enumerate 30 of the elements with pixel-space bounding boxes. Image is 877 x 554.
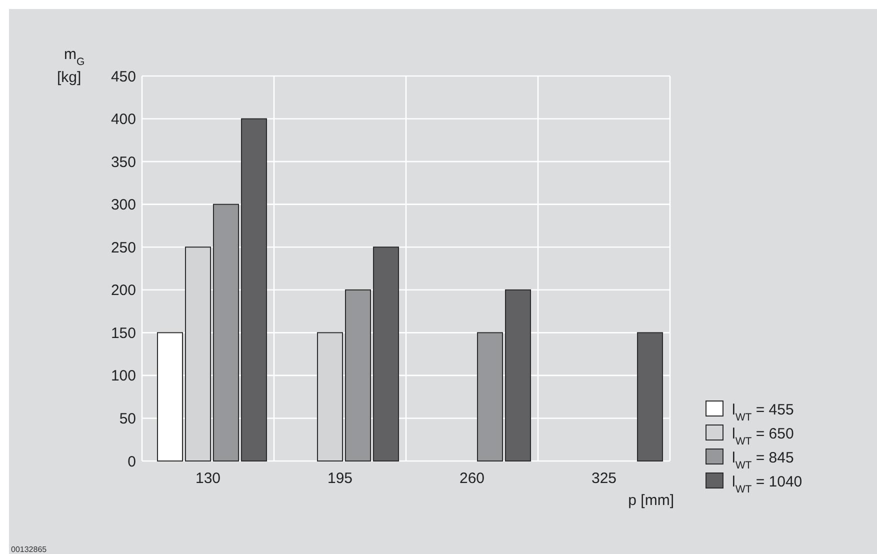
y-tick-label: 50 xyxy=(119,410,136,428)
bar xyxy=(373,246,399,462)
bar xyxy=(637,332,663,462)
x-tick-label: 130 xyxy=(195,470,221,487)
text: 00132865 xyxy=(11,545,48,554)
y-tick-label: 150 xyxy=(110,324,136,342)
x-axis-title: p [mm] xyxy=(628,492,674,509)
y-tick-label: 250 xyxy=(110,239,136,256)
x-tick-label: 325 xyxy=(591,470,617,487)
y-tick-label: 300 xyxy=(110,196,136,214)
y-tick-label: 100 xyxy=(110,368,136,385)
y-tick-label: 450 xyxy=(110,68,136,86)
y-axis-title: m$_{G}$ [kg] xyxy=(57,46,85,86)
bar xyxy=(317,332,343,462)
x-tick-label: 260 xyxy=(459,470,485,487)
y-tick-label: 200 xyxy=(110,282,136,300)
y-tick-label: 350 xyxy=(110,154,136,171)
legend-label: l$_{WT}$ = 650 xyxy=(732,425,794,448)
legend-label: l$_{WT}$ = 1040 xyxy=(732,473,802,496)
bar xyxy=(185,246,211,462)
bar xyxy=(505,289,531,462)
x-tick-label: 195 xyxy=(327,470,353,487)
y-tick-label: 400 xyxy=(110,111,136,128)
bar xyxy=(213,204,239,462)
y-tick-label: 0 xyxy=(128,453,136,470)
bar xyxy=(345,289,371,462)
legend-label: l$_{WT}$ = 845 xyxy=(732,449,794,472)
legend-label: l$_{WT}$ = 455 xyxy=(732,401,794,424)
bar xyxy=(241,118,267,462)
bar xyxy=(477,332,503,462)
